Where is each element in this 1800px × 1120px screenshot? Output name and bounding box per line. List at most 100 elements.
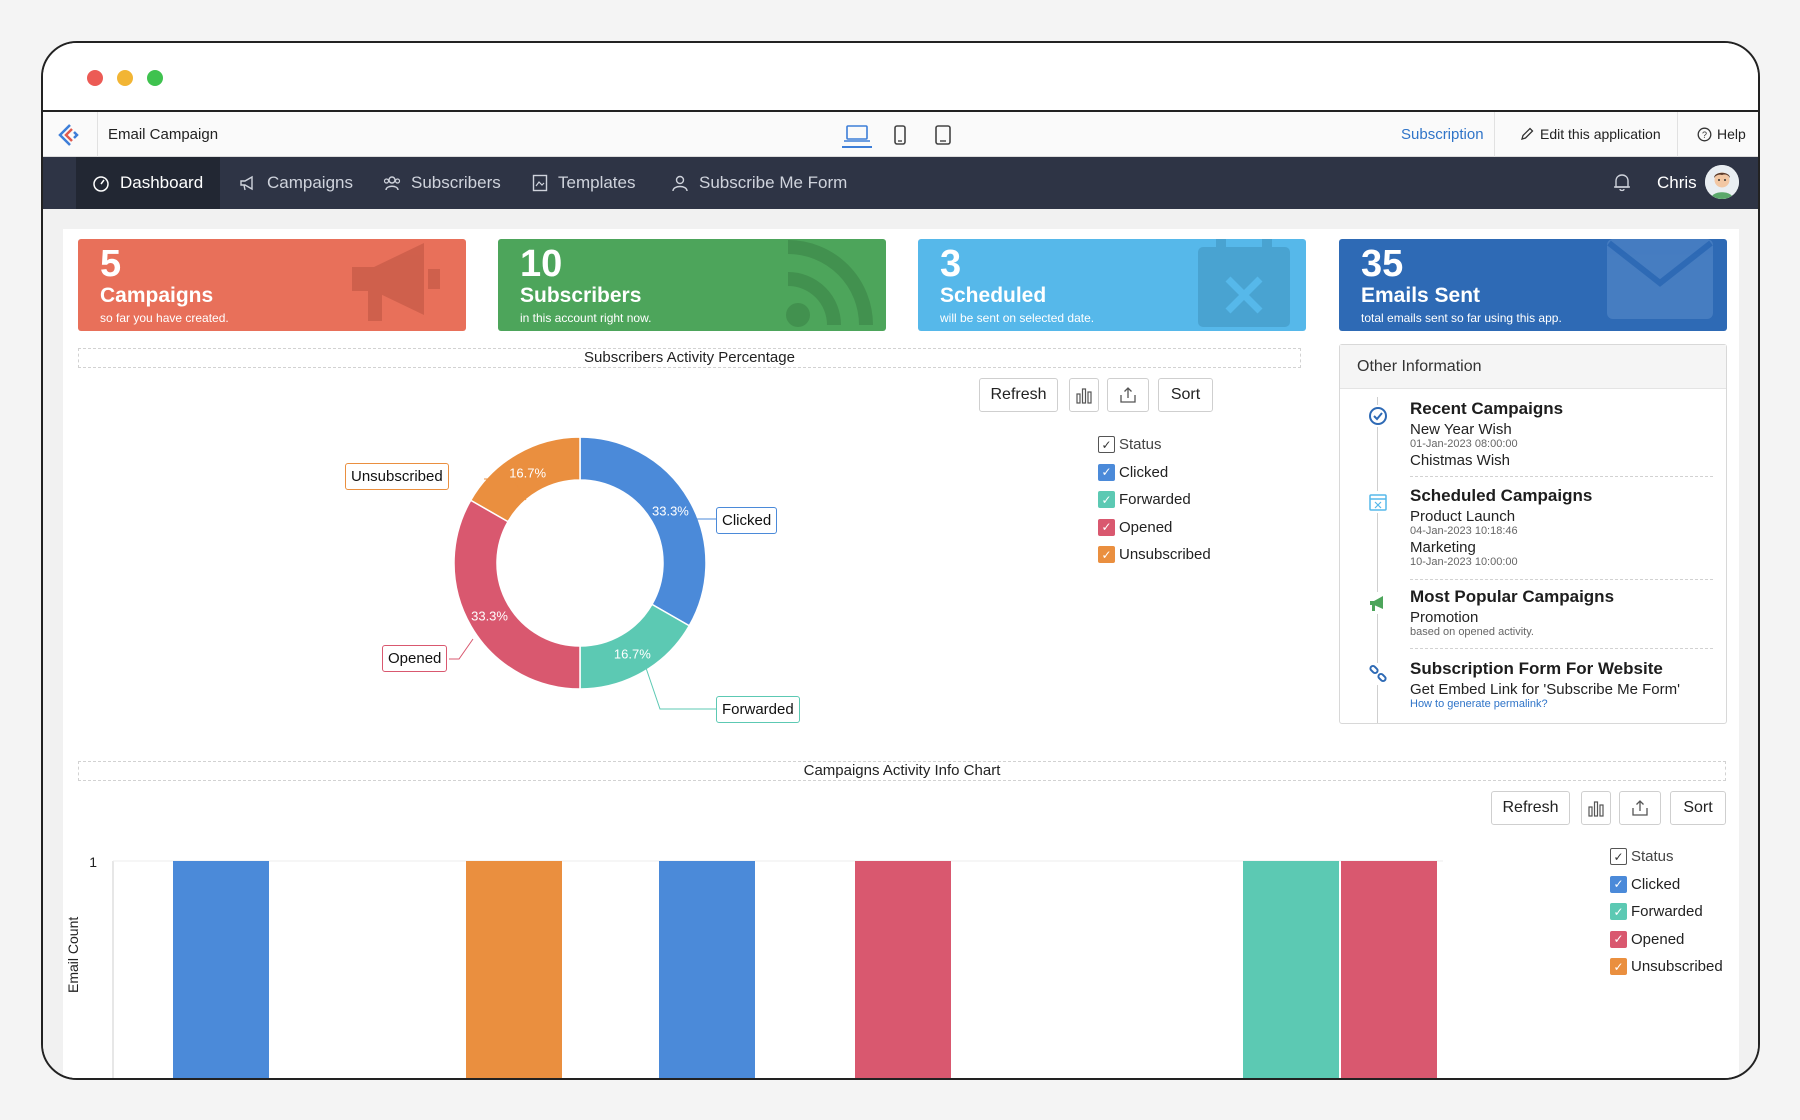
stat-card-subscribers[interactable]: 10 Subscribers in this account right now… bbox=[498, 239, 886, 331]
edit-application-label: Edit this application bbox=[1540, 126, 1661, 142]
legend-opened[interactable]: ✓ Opened bbox=[1098, 514, 1211, 542]
subscription-link[interactable]: Subscription bbox=[1401, 126, 1484, 143]
stat-campaigns-subtext: so far you have created. bbox=[100, 311, 229, 325]
subscription-form-block: Subscription Form For Website Get Embed … bbox=[1410, 659, 1713, 710]
donut-chart-type-button[interactable] bbox=[1069, 378, 1099, 412]
permalink-help-link[interactable]: How to generate permalink? bbox=[1410, 698, 1548, 710]
legend-status[interactable]: ✓ Status bbox=[1098, 431, 1211, 459]
legend-unsubscribed-label: Unsubscribed bbox=[1119, 546, 1211, 564]
bar-forwarded[interactable] bbox=[1243, 861, 1339, 1080]
donut-chart: 33.3% 16.7% 33.3% 16.7% bbox=[449, 436, 716, 710]
legend-forwarded-label: Forwarded bbox=[1119, 491, 1191, 509]
legend-unsubscribed-label: Unsubscribed bbox=[1631, 958, 1723, 976]
legend-status-label: Status bbox=[1631, 848, 1674, 866]
legend-opened-label: Opened bbox=[1119, 518, 1173, 536]
embed-link-item[interactable]: Get Embed Link for 'Subscribe Me Form' bbox=[1410, 681, 1680, 698]
tablet-view-icon[interactable] bbox=[928, 122, 958, 148]
callout-opened: Opened bbox=[382, 645, 448, 672]
stat-card-campaigns[interactable]: 5 Campaigns so far you have created. bbox=[78, 239, 466, 331]
legend-unsubscribed[interactable]: ✓ Unsubscribed bbox=[1610, 953, 1723, 981]
maximize-window-button[interactable] bbox=[147, 70, 163, 86]
legend-status[interactable]: ✓ Status bbox=[1610, 843, 1723, 871]
leader-forwarded bbox=[644, 664, 716, 710]
nav-campaigns[interactable]: Campaigns bbox=[223, 157, 369, 209]
user-name[interactable]: Chris bbox=[1657, 173, 1697, 192]
link-icon bbox=[1367, 663, 1389, 685]
help-button[interactable]: ? Help bbox=[1697, 126, 1746, 142]
bar-refresh-button[interactable]: Refresh bbox=[1491, 791, 1570, 825]
y-tick-label: 1 bbox=[89, 854, 97, 870]
donut-data-label: 33.3% bbox=[652, 504, 689, 519]
template-icon bbox=[532, 174, 548, 192]
stat-card-emails-sent[interactable]: 35 Emails Sent total emails sent so far … bbox=[1339, 239, 1727, 331]
nav-templates[interactable]: Templates bbox=[516, 157, 651, 209]
recent-campaigns-title: Recent Campaigns bbox=[1410, 399, 1564, 418]
donut-slice-opened[interactable] bbox=[453, 499, 581, 690]
legend-clicked[interactable]: ✓ Clicked bbox=[1098, 459, 1211, 487]
recent-campaigns-block: Recent Campaigns New Year Wish 01-Jan-20… bbox=[1410, 399, 1713, 469]
envelope-icon bbox=[1607, 239, 1713, 319]
legend-forwarded-label: Forwarded bbox=[1631, 903, 1703, 921]
other-information-header: Other Information bbox=[1340, 345, 1726, 389]
stat-emails-sent-subtext: total emails sent so far using this app. bbox=[1361, 311, 1562, 325]
pencil-icon bbox=[1521, 127, 1534, 140]
bar-clicked[interactable] bbox=[659, 861, 755, 1080]
legend-opened-label: Opened bbox=[1631, 930, 1685, 948]
nav-campaigns-label: Campaigns bbox=[267, 173, 353, 192]
callout-forwarded: Forwarded bbox=[716, 696, 800, 723]
bar-export-button[interactable] bbox=[1619, 791, 1661, 825]
legend-clicked-label: Clicked bbox=[1119, 463, 1169, 481]
bar-sort-button[interactable]: Sort bbox=[1670, 791, 1726, 825]
close-window-button[interactable] bbox=[87, 70, 103, 86]
popular-campaign-note: based on opened activity. bbox=[1410, 626, 1534, 638]
donut-slice-unsubscribed[interactable] bbox=[469, 436, 581, 523]
help-label: Help bbox=[1717, 126, 1746, 142]
legend-forwarded[interactable]: ✓ Forwarded bbox=[1098, 486, 1211, 514]
nav-dashboard[interactable]: Dashboard bbox=[76, 157, 220, 209]
scheduled-campaigns-block: Scheduled Campaigns Product Launch 04-Ja… bbox=[1410, 486, 1713, 568]
donut-sort-button[interactable]: Sort bbox=[1158, 378, 1213, 412]
recent-campaign-item[interactable]: Chistmas Wish bbox=[1410, 452, 1511, 469]
legend-forwarded[interactable]: ✓ Forwarded bbox=[1610, 898, 1723, 926]
subscription-form-title: Subscription Form For Website bbox=[1410, 659, 1663, 678]
mobile-view-icon[interactable] bbox=[885, 122, 915, 148]
notification-bell-icon[interactable] bbox=[1613, 172, 1631, 192]
bar-clicked[interactable] bbox=[173, 861, 269, 1080]
stat-subscribers-number: 10 bbox=[520, 243, 563, 285]
donut-export-button[interactable] bbox=[1107, 378, 1149, 412]
minimize-window-button[interactable] bbox=[117, 70, 133, 86]
export-icon bbox=[1120, 387, 1136, 403]
recent-campaign-item[interactable]: New Year Wish bbox=[1410, 421, 1512, 438]
bar-unsubscribed[interactable] bbox=[466, 861, 562, 1080]
scheduled-campaign-item[interactable]: Marketing bbox=[1410, 539, 1476, 556]
donut-legend: ✓ Status ✓ Clicked ✓ Forwarded ✓ Opened ✓ Uns… bbox=[1098, 431, 1211, 569]
nav-subscribers-label: Subscribers bbox=[411, 173, 501, 192]
donut-slice-clicked[interactable] bbox=[579, 436, 707, 627]
users-icon bbox=[383, 176, 401, 191]
stat-emails-sent-label: Emails Sent bbox=[1361, 284, 1481, 307]
dashboard-icon bbox=[93, 176, 109, 192]
nav-subscribers[interactable]: Subscribers bbox=[367, 157, 517, 209]
bar-opened[interactable] bbox=[855, 861, 951, 1080]
legend-clicked[interactable]: ✓ Clicked bbox=[1610, 871, 1723, 899]
popular-campaign-item[interactable]: Promotion bbox=[1410, 609, 1479, 626]
nav-subscribe-me-form[interactable]: Subscribe Me Form bbox=[655, 157, 863, 209]
app-window: Email Campaign Subscription Edit this ap… bbox=[41, 41, 1760, 1080]
bar-opened[interactable] bbox=[1341, 861, 1437, 1080]
desktop-view-icon[interactable] bbox=[842, 122, 872, 148]
stat-card-scheduled[interactable]: 3 Scheduled will be sent on selected dat… bbox=[918, 239, 1306, 331]
bar-chart-icon bbox=[1076, 388, 1092, 404]
scheduled-campaign-date: 10-Jan-2023 10:00:00 bbox=[1410, 556, 1518, 568]
scheduled-campaign-item[interactable]: Product Launch bbox=[1410, 508, 1516, 525]
user-avatar[interactable] bbox=[1705, 165, 1739, 199]
edit-application-button[interactable]: Edit this application bbox=[1520, 126, 1661, 142]
app-logo-icon[interactable] bbox=[57, 122, 83, 148]
campaigns-bar-chart: 1 Email Count bbox=[65, 854, 1443, 1080]
calendar-cancel-icon bbox=[1198, 239, 1290, 327]
leader-opened bbox=[449, 638, 474, 660]
legend-unsubscribed[interactable]: ✓ Unsubscribed bbox=[1098, 541, 1211, 569]
donut-refresh-button[interactable]: Refresh bbox=[979, 378, 1058, 412]
legend-opened[interactable]: ✓ Opened bbox=[1610, 926, 1723, 954]
calendar-icon bbox=[1367, 491, 1389, 513]
bar-chart-type-button[interactable] bbox=[1581, 791, 1611, 825]
